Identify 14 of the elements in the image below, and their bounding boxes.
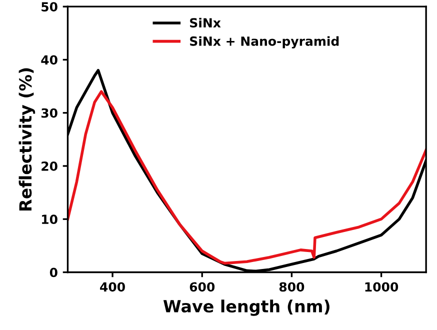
x-tick-label: 800 [279,282,304,292]
x-axis-title: Wave length (nm) [163,300,330,316]
y-tick-label: 0 [50,268,58,278]
y-tick-label: 30 [41,108,58,118]
y-tick-label: 10 [42,214,58,224]
x-tick-label: 400 [100,282,125,292]
y-tick-label: 50 [42,2,58,12]
legend-label: SiNx + Nano-pyramid [190,36,339,48]
x-tick-label: 600 [190,282,215,292]
y-axis-title: Reflectivity (%) [18,68,36,210]
y-tick-label: 20 [42,161,58,171]
x-tick-label: 1000 [365,282,398,292]
y-tick-label: 40 [41,55,58,65]
legend-label: SiNx [190,18,221,28]
